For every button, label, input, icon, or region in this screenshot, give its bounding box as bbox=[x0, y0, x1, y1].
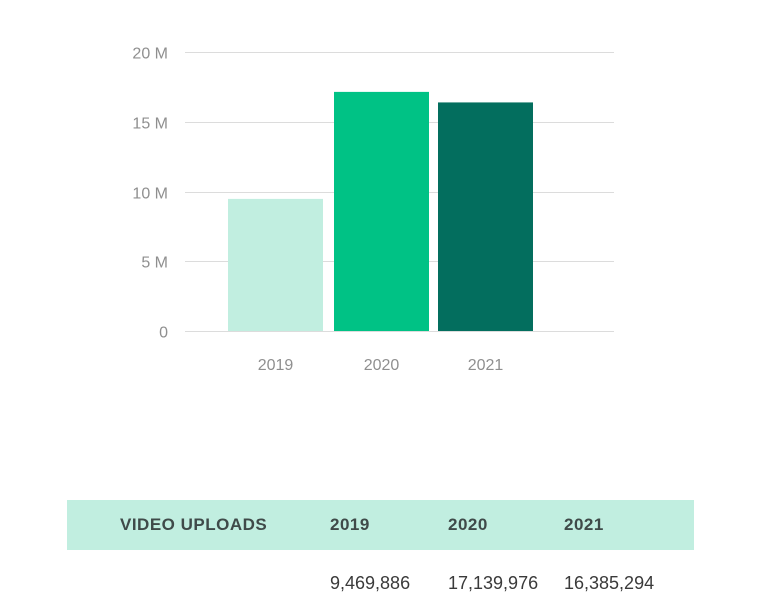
x-tick-label: 2021 bbox=[468, 357, 504, 374]
x-tick-label: 2020 bbox=[364, 357, 400, 374]
y-tick-label: 10 M bbox=[132, 186, 168, 203]
cell-2020-uploads: 17,139,976 bbox=[448, 573, 539, 593]
table-header-row: VIDEO UPLOADS 2019 2020 2021 bbox=[67, 500, 694, 550]
header-video-uploads: VIDEO UPLOADS bbox=[120, 515, 268, 534]
axis-labels: 0 5 M 10 M 15 M 20 M 2019 2020 2021 bbox=[132, 46, 503, 375]
y-tick-label: 0 bbox=[159, 325, 168, 342]
y-tick-label: 15 M bbox=[132, 116, 168, 133]
bars bbox=[228, 91, 533, 332]
y-tick-label: 5 M bbox=[141, 255, 168, 272]
header-2020: 2020 bbox=[448, 515, 488, 534]
bar-2020 bbox=[334, 91, 429, 331]
header-2021: 2021 bbox=[564, 515, 604, 534]
bar-2019 bbox=[228, 198, 323, 331]
bar-2021 bbox=[438, 102, 533, 332]
cell-2019-uploads: 9,469,886 bbox=[330, 573, 411, 593]
cell-2021-uploads: 16,385,294 bbox=[564, 573, 655, 593]
video-uploads-bar-chart: 0 5 M 10 M 15 M 20 M 2019 2020 2021 bbox=[132, 46, 614, 375]
x-tick-label: 2019 bbox=[258, 357, 294, 374]
header-2019: 2019 bbox=[330, 515, 370, 534]
y-tick-label: 20 M bbox=[132, 46, 168, 63]
